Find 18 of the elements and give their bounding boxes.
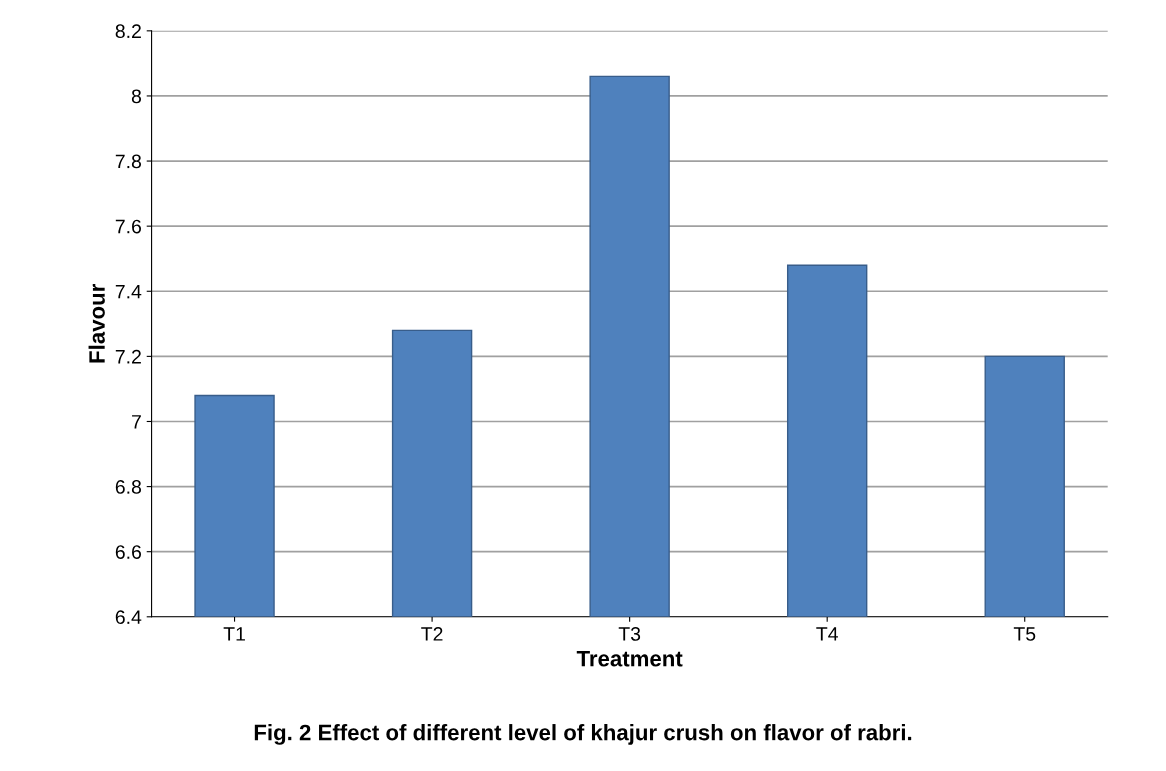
y-tick-label: 6.4 bbox=[115, 610, 142, 625]
y-tick-label: 8 bbox=[131, 89, 142, 104]
caption: Fig. 2 Effect of different level of khajur crush on flavor of rabri. bbox=[254, 724, 912, 745]
y-tick-label: 7.6 bbox=[115, 219, 142, 234]
y-tick-label: 8.2 bbox=[115, 24, 141, 39]
x-tick-label: T4 bbox=[816, 627, 838, 641]
y-tick-label: 7.2 bbox=[115, 349, 141, 364]
y-tick-label: 7.8 bbox=[115, 154, 142, 169]
y-tick-label: 7 bbox=[132, 415, 141, 429]
x-tick-label: T3 bbox=[618, 627, 641, 641]
x-tick-label: T2 bbox=[421, 627, 443, 641]
y-tick-label: 6.8 bbox=[115, 480, 142, 494]
y-tick-label: 6.6 bbox=[115, 545, 142, 559]
y-tick-label: 7.4 bbox=[115, 284, 142, 299]
x-tick-label: T1 bbox=[223, 627, 245, 641]
y-axis-title: Flavour bbox=[88, 284, 105, 363]
x-axis-title: Treatment bbox=[576, 651, 683, 667]
x-tick-label: T5 bbox=[1013, 627, 1036, 641]
